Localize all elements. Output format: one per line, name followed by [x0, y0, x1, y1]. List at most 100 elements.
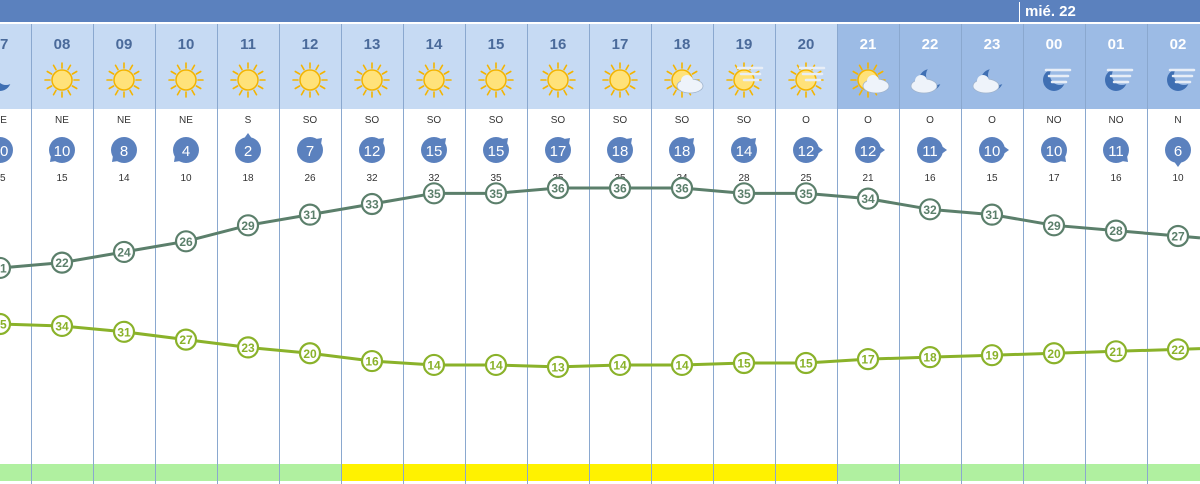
wind-direction-label: SO — [427, 115, 442, 126]
wind-badge: 10 — [49, 137, 75, 163]
bottom-strip-cell — [156, 464, 217, 481]
sun-ray — [381, 70, 388, 75]
sun-ray — [294, 85, 301, 90]
sun-ray — [356, 70, 363, 75]
hour-label: 21 — [860, 36, 877, 53]
wind-badge-circle — [1041, 137, 1067, 163]
sun-ray — [114, 64, 119, 71]
series-1-point: 31 — [298, 203, 322, 226]
sun-ray — [52, 89, 57, 96]
wind-speed-value: 10 — [54, 143, 71, 160]
sun-ray — [67, 89, 72, 96]
wind-speed-value: 12 — [364, 143, 381, 160]
bottom-strip-cell — [900, 464, 961, 481]
series-2-point: 20 — [1042, 342, 1066, 365]
series-1-point-circle — [422, 182, 446, 205]
sun-ray — [486, 64, 491, 71]
series-2-point: 14 — [422, 353, 446, 377]
wind-speed-value: 6 — [1174, 143, 1182, 160]
sun-ray — [505, 70, 512, 75]
wind-arrow — [1121, 155, 1129, 163]
series-1-value: 29 — [241, 219, 255, 233]
wind-arrow — [1059, 155, 1067, 163]
sun-ray — [294, 70, 301, 75]
sun-ray — [362, 64, 367, 71]
series-2-value: 20 — [303, 347, 317, 361]
wind-badge-circle — [297, 137, 323, 163]
wind-gust-value: 10 — [180, 173, 192, 184]
sun-ray — [563, 64, 568, 71]
sun-ray — [687, 64, 692, 71]
series-2-point-circle — [50, 314, 74, 338]
series-2-point-circle — [174, 328, 198, 351]
series-2-point-circle — [670, 353, 694, 377]
sun-disc — [609, 69, 631, 91]
wind-direction-label: N — [1174, 115, 1181, 126]
sun-ray — [52, 64, 57, 71]
wind-badge: 4 — [173, 137, 199, 163]
bottom-strip-cell — [0, 464, 31, 481]
series-1-point: 26 — [174, 230, 198, 253]
moon-cut — [0, 65, 16, 85]
bottom-strip-cell — [714, 464, 775, 481]
series-2-point: 19 — [980, 344, 1004, 367]
series-2-point-circle — [0, 312, 12, 336]
series-1-point-circle — [794, 182, 818, 205]
series-1-point: 24 — [112, 240, 136, 264]
series-1-point-circle — [174, 230, 198, 253]
wind-speed-value: 14 — [736, 143, 753, 160]
sun-ray — [133, 70, 140, 75]
wind-gust-value: 18 — [242, 173, 254, 184]
wind-direction-label: NE — [0, 115, 7, 126]
sun-ray — [381, 85, 388, 90]
series-1-point: 35 — [484, 182, 508, 205]
series-2-point: 20 — [298, 342, 322, 365]
series-1-point-circle — [980, 203, 1004, 226]
series-2-point-circle — [236, 336, 260, 359]
series-1-point: 27 — [1166, 224, 1190, 248]
series-2-point: 31 — [112, 320, 136, 343]
sun-ray — [439, 89, 444, 96]
wind-gust-value: 15 — [0, 173, 6, 184]
sun-ray — [486, 89, 491, 96]
series-1-point: 34 — [856, 187, 880, 210]
series-1-value: 26 — [179, 235, 193, 249]
hour-label: 19 — [736, 36, 753, 53]
wind-arrow — [749, 137, 757, 145]
sun-icon — [44, 62, 80, 98]
wind-gust-value: 16 — [1110, 173, 1122, 184]
wind-gust-value: 26 — [304, 173, 316, 184]
hour-header-cell — [899, 24, 961, 109]
wind-badge-circle — [49, 137, 75, 163]
sun-ray — [790, 70, 797, 75]
sun-ray — [129, 64, 134, 71]
series-1-point-circle — [608, 176, 632, 200]
wind-arrow — [111, 155, 119, 163]
sun-ray — [728, 70, 735, 75]
wind-gust-value: 15 — [986, 173, 998, 184]
sun-ray — [257, 85, 264, 90]
hour-header-cell — [1147, 24, 1200, 109]
sun-ray — [356, 85, 363, 90]
sun-ray — [811, 89, 816, 96]
wind-direction-label: SO — [551, 115, 566, 126]
day-header-label: mié. 22 — [1025, 3, 1076, 20]
series-2-value: 18 — [923, 351, 937, 365]
wind-badge-circle — [1103, 137, 1129, 163]
sun-ray — [858, 89, 863, 96]
sun-disc — [113, 69, 135, 91]
bottom-strip-cell — [404, 464, 465, 481]
series-1-value: 34 — [861, 192, 875, 206]
wind-direction-label: NE — [179, 115, 193, 126]
wind-badge: 12 — [359, 137, 385, 163]
wind-badge-circle — [359, 137, 385, 163]
sun-ray — [315, 64, 320, 71]
sun-icon — [416, 62, 452, 98]
series-2-point: 23 — [236, 336, 260, 359]
moon-fog-icon — [1105, 65, 1134, 91]
wind-badge: 14 — [731, 137, 757, 163]
series-1-point-circle — [0, 256, 12, 280]
series-1-point: 31 — [980, 203, 1004, 226]
hour-label: 17 — [612, 36, 629, 53]
wind-gust-value: 32 — [366, 173, 378, 184]
